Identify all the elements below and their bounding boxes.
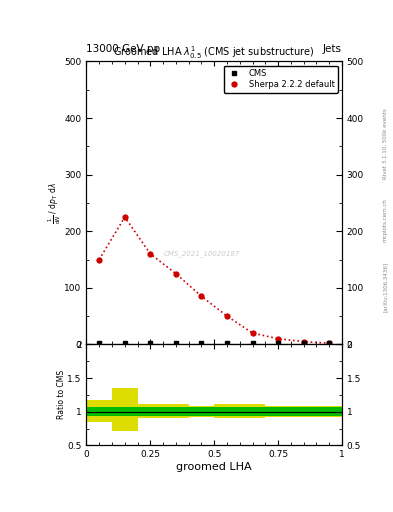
CMS — [276, 340, 281, 346]
CMS — [123, 340, 127, 346]
Line: CMS: CMS — [97, 341, 331, 345]
CMS — [327, 340, 332, 346]
Sherpa 2.2.2 default — [327, 340, 332, 346]
CMS — [301, 340, 306, 346]
Y-axis label: $\frac{1}{\mathrm{d}N}$ / $\mathrm{d}p_\mathrm{T}$ $\mathrm{d}\lambda$: $\frac{1}{\mathrm{d}N}$ / $\mathrm{d}p_\… — [47, 182, 63, 224]
Y-axis label: Ratio to CMS: Ratio to CMS — [57, 370, 66, 419]
CMS — [148, 340, 152, 346]
Text: Jets: Jets — [323, 44, 342, 54]
CMS — [97, 340, 101, 346]
Text: mcplots.cern.ch: mcplots.cern.ch — [383, 198, 387, 242]
CMS — [250, 340, 255, 346]
Sherpa 2.2.2 default — [123, 214, 127, 220]
Line: Sherpa 2.2.2 default: Sherpa 2.2.2 default — [97, 215, 332, 346]
Sherpa 2.2.2 default — [225, 313, 230, 319]
Sherpa 2.2.2 default — [276, 336, 281, 342]
Sherpa 2.2.2 default — [97, 257, 101, 263]
X-axis label: groomed LHA: groomed LHA — [176, 462, 252, 472]
Legend: CMS, Sherpa 2.2.2 default: CMS, Sherpa 2.2.2 default — [224, 66, 338, 93]
Sherpa 2.2.2 default — [250, 330, 255, 336]
Text: Rivet 3.1.10, 500k events: Rivet 3.1.10, 500k events — [383, 108, 387, 179]
CMS — [174, 340, 178, 346]
Text: 13000 GeV pp: 13000 GeV pp — [86, 44, 161, 54]
Title: Groomed LHA $\lambda^{1}_{0.5}$ (CMS jet substructure): Groomed LHA $\lambda^{1}_{0.5}$ (CMS jet… — [114, 45, 315, 61]
Sherpa 2.2.2 default — [148, 251, 152, 257]
CMS — [199, 340, 204, 346]
Text: [arXiv:1306.3436]: [arXiv:1306.3436] — [383, 262, 387, 312]
Sherpa 2.2.2 default — [199, 293, 204, 300]
Sherpa 2.2.2 default — [301, 338, 306, 345]
Text: CMS_2021_10020187: CMS_2021_10020187 — [163, 250, 240, 257]
CMS — [225, 340, 230, 346]
Sherpa 2.2.2 default — [174, 270, 178, 276]
